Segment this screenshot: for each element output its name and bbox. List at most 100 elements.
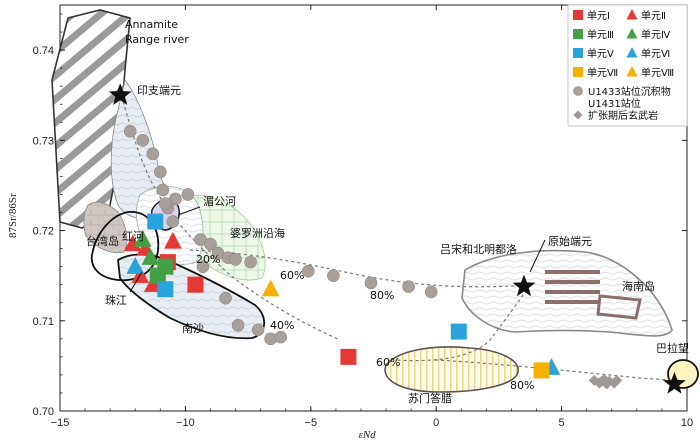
data-point-circle-0-4 (156, 183, 170, 197)
legend-label-6: 单元Ⅶ (587, 67, 618, 79)
legend-label-4: 单元Ⅴ (587, 48, 614, 60)
hainan-lines (596, 294, 642, 320)
label-palawan: 巴拉望 (656, 341, 689, 355)
mixing-curve-3 (394, 284, 531, 362)
data-point-circle-0-16 (364, 276, 378, 290)
legend-label-3: 单元Ⅳ (641, 29, 671, 41)
endmember-star-2 (663, 371, 686, 394)
data-point-triangle-5-1 (141, 248, 160, 265)
legend-label-8: U1433站位沉积物 (588, 85, 671, 98)
y-axis-label: 87Sr/86Sr (7, 193, 19, 238)
data-point-triangle-9-0 (261, 279, 280, 297)
data-point-circle-0-9 (204, 237, 217, 251)
pct-label-20: 20% (196, 253, 220, 266)
data-point-circle-0-19 (159, 197, 172, 210)
legend: 单元Ⅰ 单元Ⅱ 单元Ⅲ 单元Ⅳ 单元Ⅴ 单元Ⅵ 单元Ⅶ 单元Ⅷ U1433站位沉积物U1431站… (567, 4, 688, 127)
legend-box (567, 4, 688, 127)
data-point-square-6-1 (157, 281, 174, 298)
legend-label-9: U1431站位 (588, 97, 641, 110)
data-point-circle-0-17 (402, 280, 415, 293)
data-point-circle-0-21 (196, 260, 210, 273)
label-luzon-mindoro: 吕宋和北明都洛 (440, 242, 517, 256)
label-range-river: Range river (125, 33, 189, 46)
data-point-circle-0-23 (231, 318, 245, 332)
label-pearl-river: 珠江 (105, 293, 127, 307)
data-point-square-8-0 (533, 362, 550, 379)
data-point-square-6-2 (450, 323, 467, 340)
legend-marker-6 (573, 67, 583, 77)
pearl-river-arrow (129, 271, 143, 293)
data-point-square-2-1 (187, 276, 204, 293)
mekong-arrow (177, 206, 201, 216)
data-point-circle-0-1 (136, 134, 150, 147)
data-point-triangle-7-0 (126, 257, 145, 274)
x-tick-label-0: −15 (51, 417, 70, 429)
label-taiwan: 台湾岛 (86, 234, 119, 248)
x-axis-label: εNd (359, 429, 377, 441)
legend-label-1: 单元Ⅱ (641, 10, 666, 22)
legend-label-5: 单元Ⅵ (641, 48, 670, 60)
primitive-endmember-arrow (529, 239, 546, 273)
data-point-square-6-0 (147, 213, 164, 230)
mixing-curve-2 (189, 249, 531, 288)
x-tick-label-5: 10 (681, 417, 693, 429)
hainan-bars (545, 270, 600, 304)
y-tick-label-0: 0.70 (33, 406, 54, 418)
x-tick-label-3: 0 (433, 417, 439, 429)
x-tick-label-2: −5 (305, 417, 318, 429)
endmember-star-1 (512, 274, 536, 297)
label-sumatra: 苏门答腊 (408, 391, 452, 405)
legend-marker-5 (626, 47, 638, 58)
data-point-diamond-1-7 (598, 373, 610, 385)
data-point-circle-0-15 (327, 269, 340, 282)
label-borneo: 婆罗洲沿海 (230, 226, 285, 240)
legend-marker-1 (626, 9, 638, 20)
data-point-diamond-1-6 (608, 377, 620, 389)
legend-marker-4 (573, 48, 583, 58)
legend-marker-10 (573, 110, 583, 120)
data-point-square-4-1 (149, 267, 166, 284)
x-tick-label-1: −10 (176, 417, 195, 429)
y-tick-label-2: 0.72 (33, 226, 54, 238)
data-point-circle-0-18 (424, 285, 438, 299)
label-indochina-endmember: 印支端元 (137, 84, 181, 97)
data-point-circle-0-2 (146, 147, 160, 161)
legend-label-2: 单元Ⅲ (587, 29, 614, 41)
label-annamite: Annamite (125, 18, 178, 31)
legend-marker-8 (573, 86, 583, 96)
mixing-curve-1 (119, 89, 341, 341)
y-tick-label-3: 0.73 (33, 135, 54, 147)
sumatra-field (384, 346, 519, 393)
data-point-triangle-5-0 (133, 229, 152, 247)
legend-label-0: 单元Ⅰ (587, 10, 610, 22)
endmember-star-0 (108, 83, 132, 105)
pct-label-80-upper: 80% (370, 289, 394, 302)
data-point-circle-0-13 (244, 255, 257, 269)
data-point-square-2-2 (340, 348, 357, 365)
label-mekong: 湄公河 (203, 195, 236, 208)
legend-marker-0 (573, 10, 583, 20)
label-nansha: 南沙 (182, 322, 204, 335)
label-primitive-endmember: 原始端元 (548, 234, 592, 248)
data-point-triangle-3-2 (164, 231, 182, 249)
data-point-triangle-3-0 (123, 234, 142, 252)
pct-label-60-lower: 60% (376, 356, 400, 369)
data-point-circle-0-14 (301, 264, 315, 278)
legend-marker-3 (626, 28, 638, 39)
data-point-circle-0-22 (219, 291, 232, 305)
legend-label-10: 扩张期后玄武岩 (588, 109, 658, 122)
data-point-circle-0-12 (229, 253, 242, 266)
pct-label-40: 40% (270, 319, 294, 332)
y-tick-label-1: 0.71 (33, 316, 54, 328)
x-tick-label-4: 5 (559, 417, 565, 429)
data-point-circle-0-0 (123, 125, 137, 138)
pct-label-60-upper: 60% (280, 269, 304, 282)
legend-marker-2 (573, 29, 583, 39)
mixing-curve-4 (434, 359, 684, 383)
label-hainan: 海南岛 (622, 279, 655, 293)
y-tick-label-4: 0.74 (33, 45, 54, 57)
data-point-circle-0-7 (181, 188, 195, 201)
legend-marker-7 (626, 66, 638, 77)
label-red-river: 红河 (122, 230, 144, 243)
